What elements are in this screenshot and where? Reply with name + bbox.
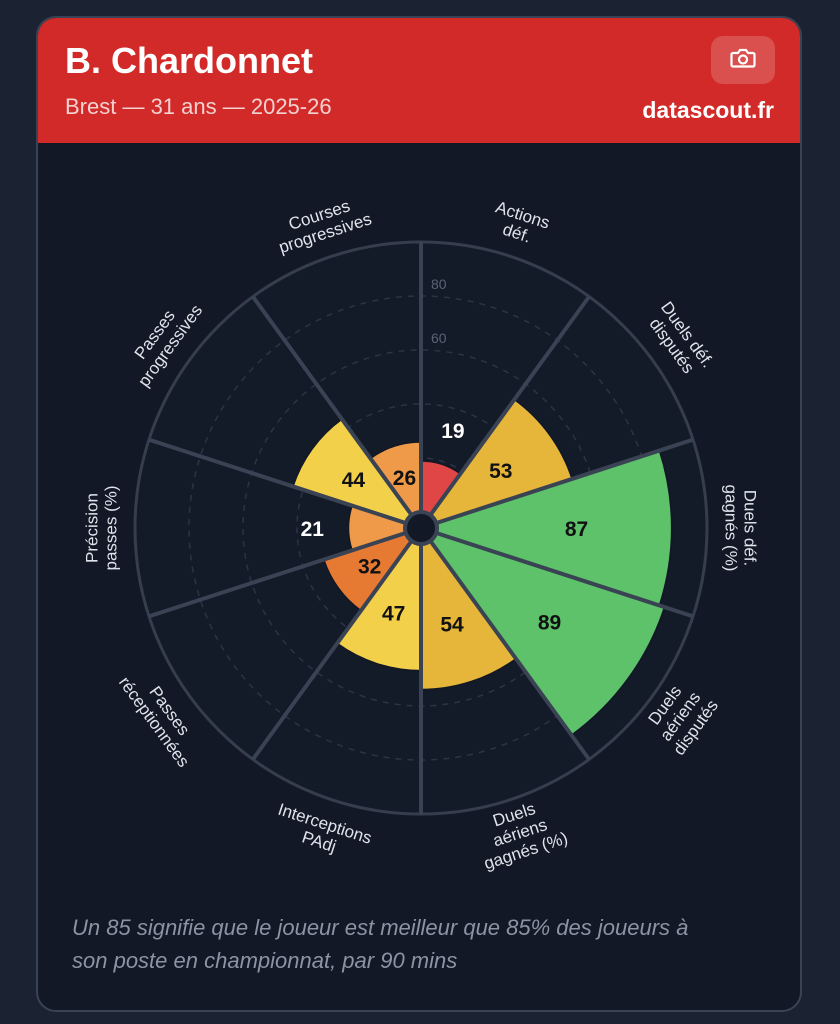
wedge	[420, 524, 518, 691]
spoke-line	[251, 526, 423, 761]
radial-tick-label: 60	[431, 330, 447, 346]
category-label: Précisionpasses (%)	[83, 485, 121, 570]
card-header: B. Chardonnet Brest — 31 ans — 2025-26 d…	[38, 18, 800, 143]
brand-link[interactable]: datascout.fr	[642, 97, 774, 123]
player-name: B. Chardonnet	[65, 40, 313, 81]
category-label: Coursesprogressives	[271, 191, 374, 257]
category-label-line: Précision	[83, 493, 102, 563]
spoke-line	[148, 526, 422, 619]
camera-icon	[729, 46, 757, 75]
player-subtitle: Brest — 31 ans — 2025-26	[65, 94, 332, 119]
wedge	[417, 449, 673, 607]
spoke-line	[419, 295, 591, 530]
value-label: 47	[382, 602, 405, 625]
wedge	[418, 526, 667, 737]
value-label: 87	[565, 518, 588, 541]
category-label: Actionsdéf.	[487, 197, 552, 250]
value-label: 44	[342, 469, 366, 492]
spoke-line	[419, 526, 591, 761]
category-label-line: gagnés (%)	[722, 485, 741, 572]
pizza-chart: 60 80 19 53 87 89 54 47 32 21 44 26 Actionsdéf. Duels…	[83, 191, 760, 873]
value-label: 53	[489, 460, 512, 483]
category-label-line: Duels déf.	[741, 490, 760, 567]
footnote: Un 85 signifie que le joueur est meilleu…	[72, 915, 689, 973]
category-label-line: passes (%)	[102, 485, 121, 570]
radial-tick-label: 80	[431, 276, 447, 292]
value-label: 21	[301, 518, 325, 541]
wedge	[335, 524, 422, 672]
spoke-line	[420, 526, 694, 619]
screenshot-button[interactable]	[711, 36, 775, 84]
value-label: 54	[440, 613, 464, 636]
category-label: Duels déf.gagnés (%)	[722, 485, 760, 572]
chart-hub	[403, 510, 439, 546]
spoke-line	[148, 437, 422, 530]
spoke-line	[420, 437, 694, 530]
value-label: 19	[441, 420, 464, 443]
category-label: InterceptionsPAdj	[270, 800, 374, 866]
wedge	[418, 397, 574, 530]
value-label: 26	[393, 467, 416, 490]
spoke-line	[251, 295, 423, 530]
player-card: B. Chardonnet Brest — 31 ans — 2025-26 d…	[36, 16, 802, 1012]
value-label: 89	[538, 611, 561, 634]
value-label: 32	[358, 555, 381, 578]
